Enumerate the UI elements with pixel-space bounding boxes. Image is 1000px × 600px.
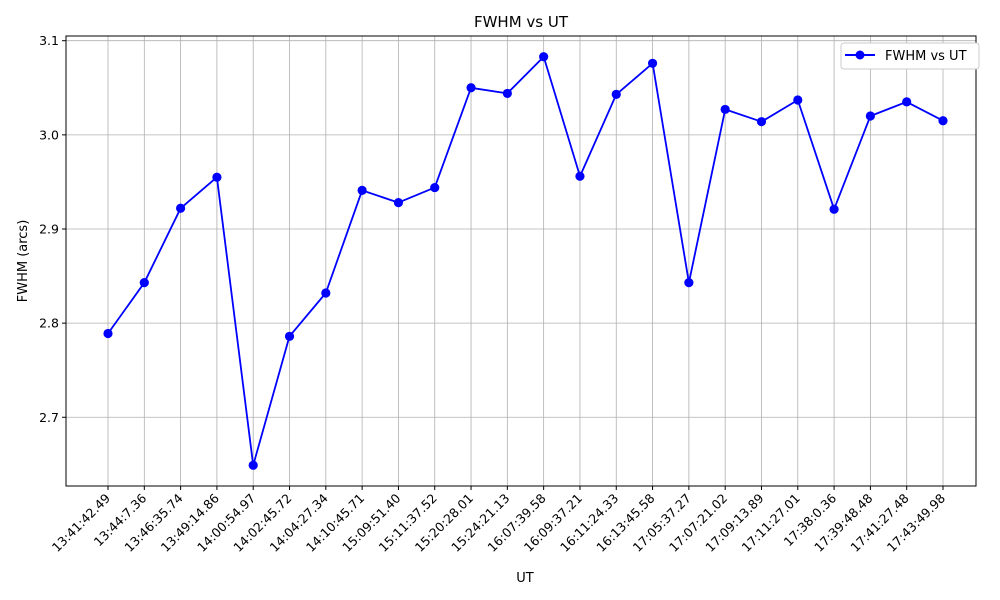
data-point <box>212 172 222 182</box>
data-point <box>466 83 476 93</box>
data-point <box>938 116 948 126</box>
y-tick-label: 2.8 <box>39 316 59 331</box>
y-axis-label: FWHM (arcs) <box>16 220 31 303</box>
plot-frame <box>65 35 977 487</box>
data-point <box>103 328 113 339</box>
y-tick-label: 2.9 <box>39 221 59 236</box>
y-tick-label: 3.1 <box>39 33 59 48</box>
data-point <box>684 278 694 288</box>
data-point <box>176 203 186 213</box>
grid <box>66 36 976 486</box>
data-point <box>139 278 149 288</box>
legend-box <box>840 42 980 70</box>
series-line <box>107 55 944 467</box>
data-point <box>756 117 767 127</box>
y-tick-label: 3.0 <box>39 127 59 142</box>
y-tick-label: 2.7 <box>39 410 59 425</box>
data-point <box>321 288 331 298</box>
x-axis-label: UT <box>516 571 534 586</box>
chart-title: FWHM vs UT <box>474 13 569 31</box>
data-point <box>502 88 512 99</box>
data-point <box>720 104 730 115</box>
data-point <box>793 95 803 105</box>
data-point <box>829 204 839 214</box>
data-point <box>430 182 440 193</box>
data-point <box>248 460 258 470</box>
series-layer <box>103 52 948 470</box>
legend-label: FWHM vs UT <box>885 49 967 64</box>
y-ticks: 2.7 2.8 2.9 3.0 3.1 <box>39 33 66 425</box>
data-point <box>902 97 912 107</box>
data-point <box>539 52 549 62</box>
data-point <box>284 331 295 341</box>
data-point <box>393 198 404 208</box>
data-point <box>611 89 621 99</box>
data-point <box>357 185 367 195</box>
legend-marker-swatch <box>855 50 865 60</box>
data-point <box>865 111 875 121</box>
legend: FWHM vs UT <box>840 42 980 70</box>
data-point <box>575 171 585 181</box>
data-point <box>647 58 658 68</box>
